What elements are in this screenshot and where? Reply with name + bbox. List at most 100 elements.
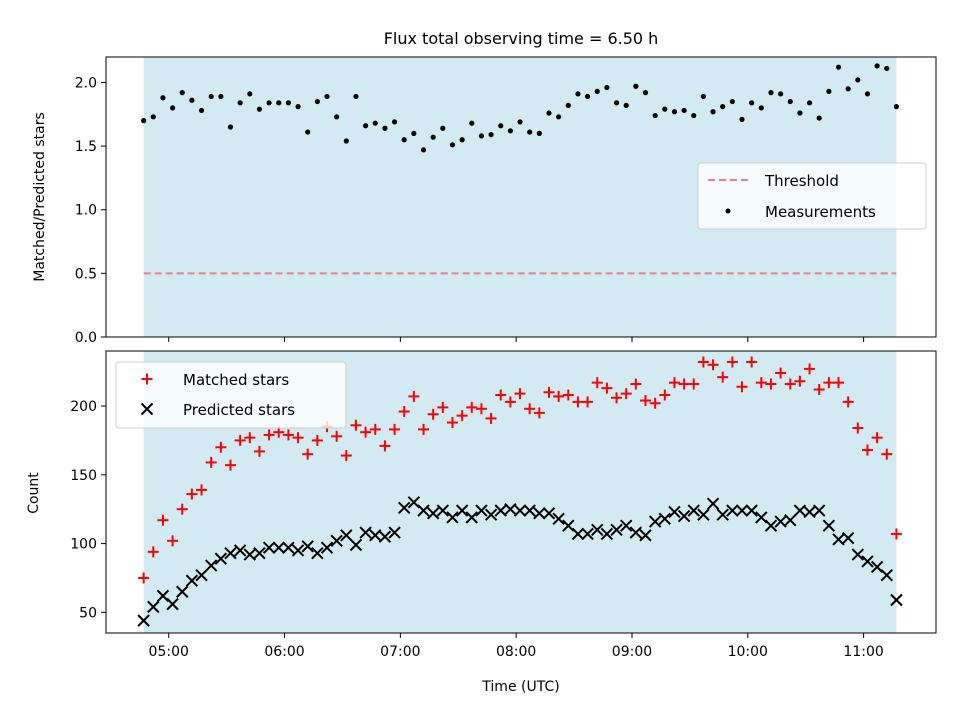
measurement-point: [208, 93, 214, 100]
predicted-star-point: [648, 515, 662, 528]
predicted-star-point: [542, 507, 556, 520]
predicted-star-point: [735, 504, 749, 517]
measurement-point: [449, 142, 456, 148]
matched-star-point: [418, 423, 430, 435]
matched-star-point: [601, 382, 613, 394]
matched-star-point: [514, 388, 526, 400]
matched-star-point: [765, 378, 777, 390]
measurement-point: [710, 109, 716, 115]
measurement-point: [411, 130, 417, 136]
predicted-star-point: [446, 511, 459, 524]
matched-star-point: [369, 423, 381, 435]
measurement-point: [855, 77, 861, 83]
predicted-star-point: [591, 523, 604, 537]
predicted-star-point: [880, 569, 893, 582]
measurement-point: [662, 106, 668, 112]
matched-star-point: [871, 432, 883, 444]
measurement-point: [565, 102, 571, 108]
matched-star-point: [263, 429, 275, 441]
measurement-point: [237, 100, 243, 106]
measurement-point: [623, 102, 629, 108]
matched-star-point: [736, 381, 748, 393]
measurement-point: [845, 86, 851, 92]
threshold-legend-label: Threshold: [764, 172, 839, 190]
measurement-point: [478, 133, 485, 139]
matched-star-point: [562, 389, 574, 401]
matched-star-point: [485, 412, 497, 424]
matched-star-point: [688, 378, 700, 390]
matched-star-point: [398, 406, 410, 418]
ratio-x-ticks: [168, 337, 865, 342]
predicted-star-point: [204, 559, 218, 572]
matched-star-point: [543, 386, 555, 398]
matched-star-point: [504, 396, 516, 408]
predicted-star-point: [291, 544, 305, 557]
measurement-point: [295, 104, 301, 110]
matched-star-point: [784, 378, 796, 390]
measurement-point: [536, 130, 542, 136]
measurement-point: [826, 88, 832, 94]
ratio-y-ticks: 0.0 0.5 1.0 1.5 2.0: [75, 75, 106, 346]
measurement-point: [642, 90, 649, 96]
predicted-star-point: [822, 519, 836, 532]
predicted-star-point: [359, 526, 372, 539]
measurement-point: [363, 123, 369, 129]
predicted-star-point: [195, 569, 208, 582]
measurement-point: [613, 100, 620, 106]
count-x-ticks: 05:00 06:00 07:00 08:00 09:00 10:00 11:00: [149, 633, 884, 660]
predicted-star-point: [610, 523, 623, 537]
matched-star-point: [282, 429, 294, 441]
matched-star-point: [572, 396, 584, 408]
predicted-star-point: [426, 507, 440, 520]
y-tick-label: 0.5: [75, 266, 97, 282]
predicted-star-point: [784, 513, 797, 527]
x-tick-label: 10:00: [728, 644, 768, 660]
measurement-point: [305, 129, 311, 135]
count-y-ticks: 50 100 150 200: [70, 399, 106, 621]
matched-star-point: [582, 396, 594, 408]
measurement-point: [266, 100, 272, 106]
matched-star-point: [861, 444, 873, 456]
predicted-star-point: [320, 541, 334, 554]
matched-star-point: [205, 456, 217, 468]
predicted-star-point: [455, 504, 469, 517]
matched-star-point: [697, 356, 709, 368]
predicted-star-point: [803, 505, 816, 519]
predicted-star-point: [697, 508, 710, 521]
predicted-star-point: [639, 529, 652, 542]
y-tick-label: 2.0: [75, 75, 97, 91]
predicted-star-point: [465, 511, 478, 524]
predicted-star-point: [513, 504, 527, 517]
predicted-legend-swatch: [140, 402, 154, 416]
measurement-point: [835, 64, 842, 70]
x-axis-label: Time (UTC): [481, 679, 559, 695]
predicted-legend-marker: [140, 402, 154, 416]
measurement-point: [256, 106, 263, 112]
predicted-star-point: [253, 547, 266, 560]
matched-star-point: [350, 419, 362, 431]
count-legend-box: [115, 361, 347, 429]
measurement-point: [343, 138, 349, 144]
measurement-point: [420, 147, 427, 153]
predicted-star-point: [774, 515, 787, 528]
count-legend: Matched stars Predicted stars: [115, 361, 347, 429]
matched-legend-swatch: [141, 373, 153, 385]
y-tick-label: 1.0: [75, 203, 97, 219]
measurement-point: [276, 100, 282, 106]
matched-star-point: [253, 445, 265, 457]
measurement-point: [198, 107, 205, 114]
measurement-point: [546, 110, 552, 116]
matched-star-point: [717, 371, 729, 383]
matched-star-point: [823, 377, 835, 389]
matched-star-point: [813, 384, 825, 396]
predicted-star-point: [137, 614, 150, 627]
matched-star-point: [533, 407, 545, 419]
measurement-point: [604, 84, 610, 91]
predicted-star-point: [668, 505, 681, 519]
predicted-star-point: [619, 519, 633, 532]
measurement-point: [575, 91, 581, 97]
matched-star-point: [167, 535, 179, 547]
measurement-point: [469, 120, 475, 126]
matched-star-point: [524, 403, 536, 415]
measurement-point: [227, 124, 234, 130]
